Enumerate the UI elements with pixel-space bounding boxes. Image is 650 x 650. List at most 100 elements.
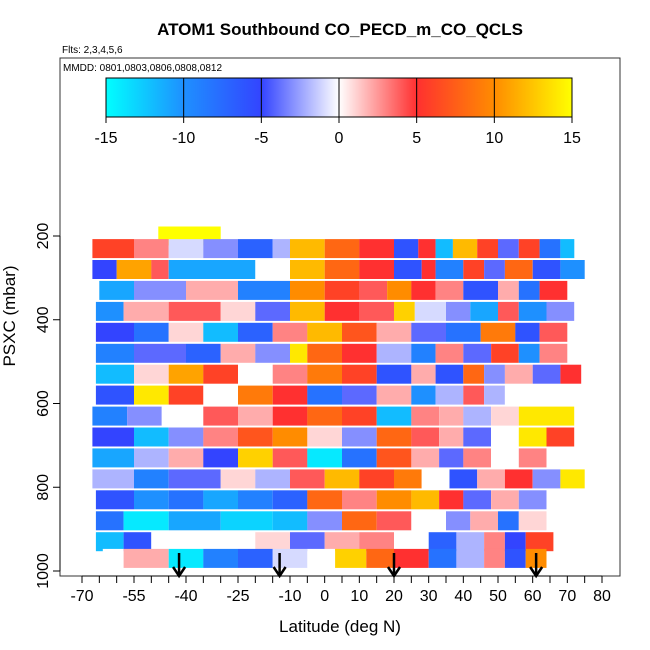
heatmap-cell	[186, 280, 238, 300]
down-arrow-icon	[386, 553, 402, 579]
heatmap-cell	[539, 322, 568, 342]
x-tick-label: -70	[70, 588, 93, 605]
down-arrow-icon	[172, 553, 187, 579]
heatmap-cell	[394, 239, 419, 259]
heatmap-cell	[134, 427, 169, 447]
heatmap-cell	[134, 469, 169, 489]
heatmap-cell	[456, 548, 485, 568]
heatmap-cell	[411, 448, 439, 468]
heatmap-cell	[290, 532, 325, 552]
heatmap-cell	[134, 448, 169, 468]
heatmap-cell	[220, 301, 256, 321]
heatmap-cell	[168, 239, 204, 259]
heatmap-cell	[168, 322, 204, 342]
x-tick-label: 10	[350, 588, 368, 605]
heatmap-cell	[272, 548, 308, 568]
heatmap-cell	[238, 548, 273, 568]
heatmap-cell	[394, 548, 429, 568]
heatmap-cell	[470, 511, 498, 531]
heatmap-cell	[359, 301, 394, 321]
heatmap-cell	[95, 532, 124, 552]
colorbar-tick-label: -5	[254, 130, 268, 147]
heatmap-cell	[272, 511, 308, 531]
heatmap-cell	[203, 364, 238, 384]
heatmap-cell	[504, 364, 533, 384]
heatmap-cell	[532, 385, 568, 405]
heatmap-cell	[342, 343, 377, 363]
heatmap-cell	[411, 511, 446, 531]
heatmap-cell	[168, 469, 221, 489]
heatmap-cell	[92, 260, 117, 279]
heatmap-cell	[116, 260, 152, 279]
heatmap-cell	[203, 548, 238, 568]
heatmap-cell	[498, 511, 519, 531]
heatmap-cell	[95, 364, 134, 384]
heatmap-cell	[498, 239, 519, 259]
heatmap-cell	[376, 511, 412, 531]
down-arrow-icon	[529, 553, 544, 579]
heatmap-cell	[532, 260, 561, 279]
heatmap-cell	[307, 322, 342, 342]
heatmap-cell	[411, 406, 439, 426]
heatmap-cell	[92, 406, 128, 426]
heatmap-cell	[92, 469, 134, 489]
x-tick-label: -55	[122, 588, 145, 605]
heatmap-cell	[95, 343, 134, 363]
heatmap-cell	[518, 406, 547, 426]
heatmap-cell	[504, 385, 533, 405]
flights-label: Flts: 2,3,4,5,6	[62, 45, 123, 56]
y-tick-label: 400	[35, 306, 52, 333]
heatmap-cell	[539, 239, 561, 259]
heatmap-cell	[439, 448, 464, 468]
heatmap-cell	[546, 427, 575, 447]
heatmap-cell	[435, 385, 464, 405]
heatmap-cell	[324, 532, 360, 552]
heatmap-cell	[376, 343, 412, 363]
heatmap-cell	[463, 448, 491, 468]
heatmap-cell	[324, 469, 360, 489]
heatmap-cell	[394, 260, 422, 279]
heatmap-cell	[498, 280, 519, 300]
heatmap-cell	[220, 469, 256, 489]
heatmap-cell	[238, 322, 273, 342]
y-tick-label: 200	[35, 223, 52, 250]
heatmap-cell	[324, 260, 360, 279]
heatmap-cell	[387, 280, 412, 300]
heatmap-cell	[324, 301, 360, 321]
colorbar-tick-label: 5	[412, 130, 421, 147]
heatmap-cell	[414, 301, 446, 321]
x-tick-label: 20	[385, 588, 403, 605]
heatmap-cell	[463, 385, 485, 405]
heatmap-cell	[134, 343, 186, 363]
heatmap-cell	[168, 260, 256, 279]
y-tick-label: 800	[35, 474, 52, 501]
dates-label: MMDD: 0801,0803,0806,0808,0812	[63, 63, 222, 74]
heatmap-cell	[446, 322, 481, 342]
heatmap-cell	[134, 385, 169, 405]
x-tick-label: 80	[593, 588, 611, 605]
heatmap-cell	[421, 260, 436, 279]
colorbar-ticks: -15 -10 -5 0 5 10 15	[94, 78, 581, 147]
heatmap-cell	[518, 427, 547, 447]
heatmap-cell	[255, 532, 290, 552]
heatmap-cell	[168, 548, 204, 568]
x-tick-label: 70	[558, 588, 576, 605]
heatmap-cell	[238, 448, 273, 468]
heatmap-cell	[518, 448, 547, 468]
heatmap-cell	[560, 260, 585, 279]
heatmap-cell	[342, 490, 377, 510]
heatmap-cell	[203, 427, 238, 447]
x-axis-label: Latitude (deg N)	[279, 617, 401, 636]
heatmap-cell	[127, 406, 162, 426]
heatmap-cell	[439, 427, 464, 447]
heatmap-cell	[449, 469, 478, 489]
heatmap-cell	[220, 511, 273, 531]
heatmap-cell	[161, 406, 204, 426]
heatmap-cell	[307, 511, 342, 531]
x-tick-label: -40	[174, 588, 197, 605]
x-axis: -70 -55 -40 -25 -10 0 10 20 30 40 50 60 70 80	[70, 575, 611, 605]
heatmap-cell	[484, 260, 505, 279]
heatmap-cell	[498, 301, 519, 321]
heatmap-cell	[272, 490, 308, 510]
heatmap-cell	[168, 427, 204, 447]
